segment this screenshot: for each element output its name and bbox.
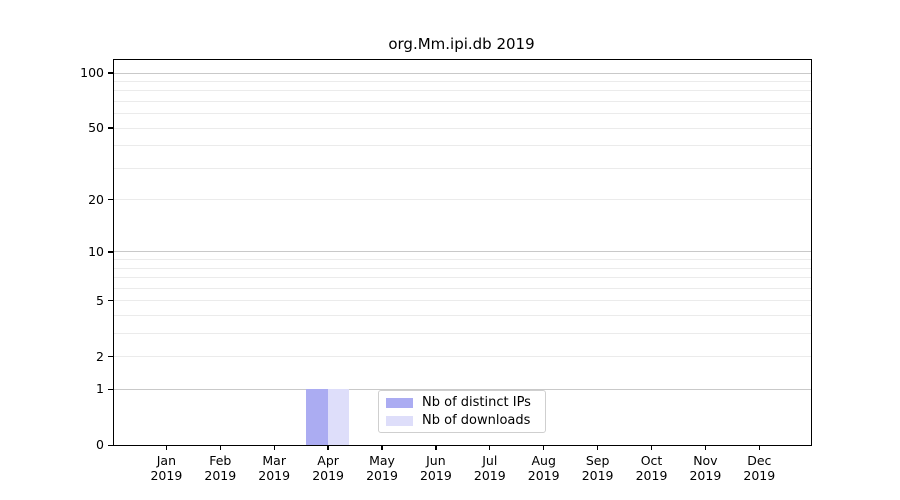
gridline xyxy=(114,80,811,82)
legend-entry-downloads: Nb of downloads xyxy=(386,413,545,428)
y-axis-tick xyxy=(108,300,114,302)
x-axis-tick xyxy=(489,445,491,451)
bar-downloads xyxy=(327,389,350,445)
legend-entry-distinct-ips: Nb of distinct IPs xyxy=(386,395,545,410)
y-axis-tick xyxy=(108,127,114,129)
x-axis-tick xyxy=(543,445,545,451)
x-axis-tick xyxy=(596,445,599,451)
x-tick-label: Sep 2019 xyxy=(581,453,614,483)
y-tick-label: 100 xyxy=(80,64,104,80)
gridline xyxy=(114,199,811,201)
y-tick-label: 5 xyxy=(96,292,104,308)
x-axis-tick xyxy=(650,445,653,451)
gridline xyxy=(114,356,811,358)
legend: Nb of distinct IPs Nb of downloads xyxy=(378,390,546,433)
x-axis-tick xyxy=(165,445,168,451)
x-tick-label: Nov 2019 xyxy=(689,453,722,483)
y-tick-label: 50 xyxy=(88,120,104,136)
x-tick-label: Dec 2019 xyxy=(743,453,776,483)
x-tick-label: Feb 2019 xyxy=(204,453,237,483)
legend-label: Nb of distinct IPs xyxy=(422,395,531,410)
gridline xyxy=(114,267,811,269)
x-tick-label: Mar 2019 xyxy=(258,453,291,483)
gridline xyxy=(114,315,811,317)
distinct-ips-swatch-icon xyxy=(386,397,413,408)
gridline xyxy=(114,287,811,289)
y-tick-label: 10 xyxy=(88,243,104,259)
gridline xyxy=(114,100,811,102)
downloads-swatch-icon xyxy=(386,415,413,426)
gridline xyxy=(114,145,811,147)
x-axis-tick xyxy=(758,445,760,451)
y-tick-label: 20 xyxy=(88,191,104,207)
legend-label: Nb of downloads xyxy=(422,413,531,428)
gridline xyxy=(114,277,811,279)
x-axis-tick xyxy=(327,445,329,451)
y-tick-label: 2 xyxy=(96,348,104,364)
gridline xyxy=(114,167,811,169)
x-tick-label: Jan 2019 xyxy=(150,453,183,483)
y-axis-tick xyxy=(108,444,114,447)
gridline-major xyxy=(114,72,811,74)
gridline xyxy=(114,333,811,335)
gridline xyxy=(114,113,811,115)
x-tick-label: Apr 2019 xyxy=(312,453,344,483)
y-axis-tick xyxy=(108,356,114,358)
y-tick-label: 0 xyxy=(96,437,104,453)
x-axis-tick xyxy=(381,445,383,451)
y-axis-tick xyxy=(108,251,114,253)
plot-area xyxy=(113,59,812,446)
x-axis-tick xyxy=(704,445,707,451)
gridline-major xyxy=(114,389,811,391)
gridline xyxy=(114,90,811,92)
x-tick-label: Oct 2019 xyxy=(635,453,668,483)
x-axis-tick xyxy=(435,445,437,451)
x-tick-label: Jul 2019 xyxy=(473,453,506,483)
y-axis-tick xyxy=(108,199,114,201)
y-tick-label: 1 xyxy=(96,381,104,397)
gridline xyxy=(114,127,811,129)
y-axis-tick xyxy=(108,388,114,391)
x-axis-tick xyxy=(273,445,275,451)
x-tick-label: May 2019 xyxy=(366,453,398,483)
bar-distinct-ips xyxy=(306,389,328,445)
gridline xyxy=(114,259,811,261)
y-axis-tick xyxy=(108,72,114,74)
x-tick-label: Aug 2019 xyxy=(527,453,560,483)
gridline-major xyxy=(114,251,811,253)
gridline xyxy=(114,300,811,302)
x-tick-label: Jun 2019 xyxy=(419,453,452,483)
x-axis-tick xyxy=(219,445,221,451)
chart-title: org.Mm.ipi.db 2019 xyxy=(388,35,535,53)
